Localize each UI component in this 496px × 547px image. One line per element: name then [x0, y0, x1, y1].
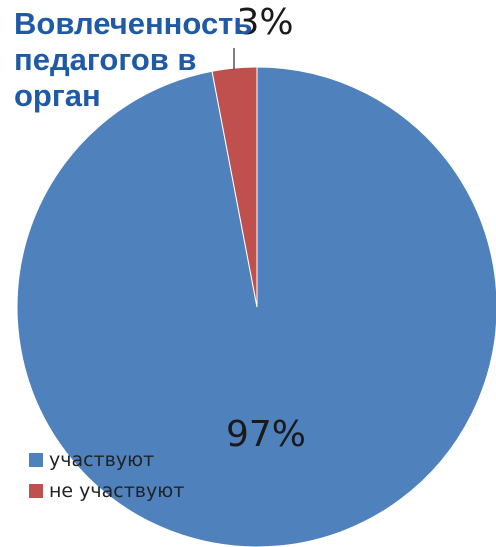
pie-slices	[16, 66, 496, 547]
legend-item-participate: участвуют	[29, 444, 184, 475]
legend-label-not-participate: не участвуют	[49, 479, 185, 502]
data-label-not-participate: 3%	[236, 2, 293, 43]
legend-item-not-participate: не участвуют	[29, 475, 184, 506]
chart-title: Вовлеченность педагогов в орган	[14, 6, 253, 113]
legend-swatch-not-participate	[29, 483, 43, 498]
legend: участвуют не участвуют	[29, 444, 184, 506]
data-label-participate: 97%	[226, 414, 306, 455]
legend-swatch-participate	[29, 452, 43, 467]
legend-label-participate: участвуют	[49, 448, 155, 471]
